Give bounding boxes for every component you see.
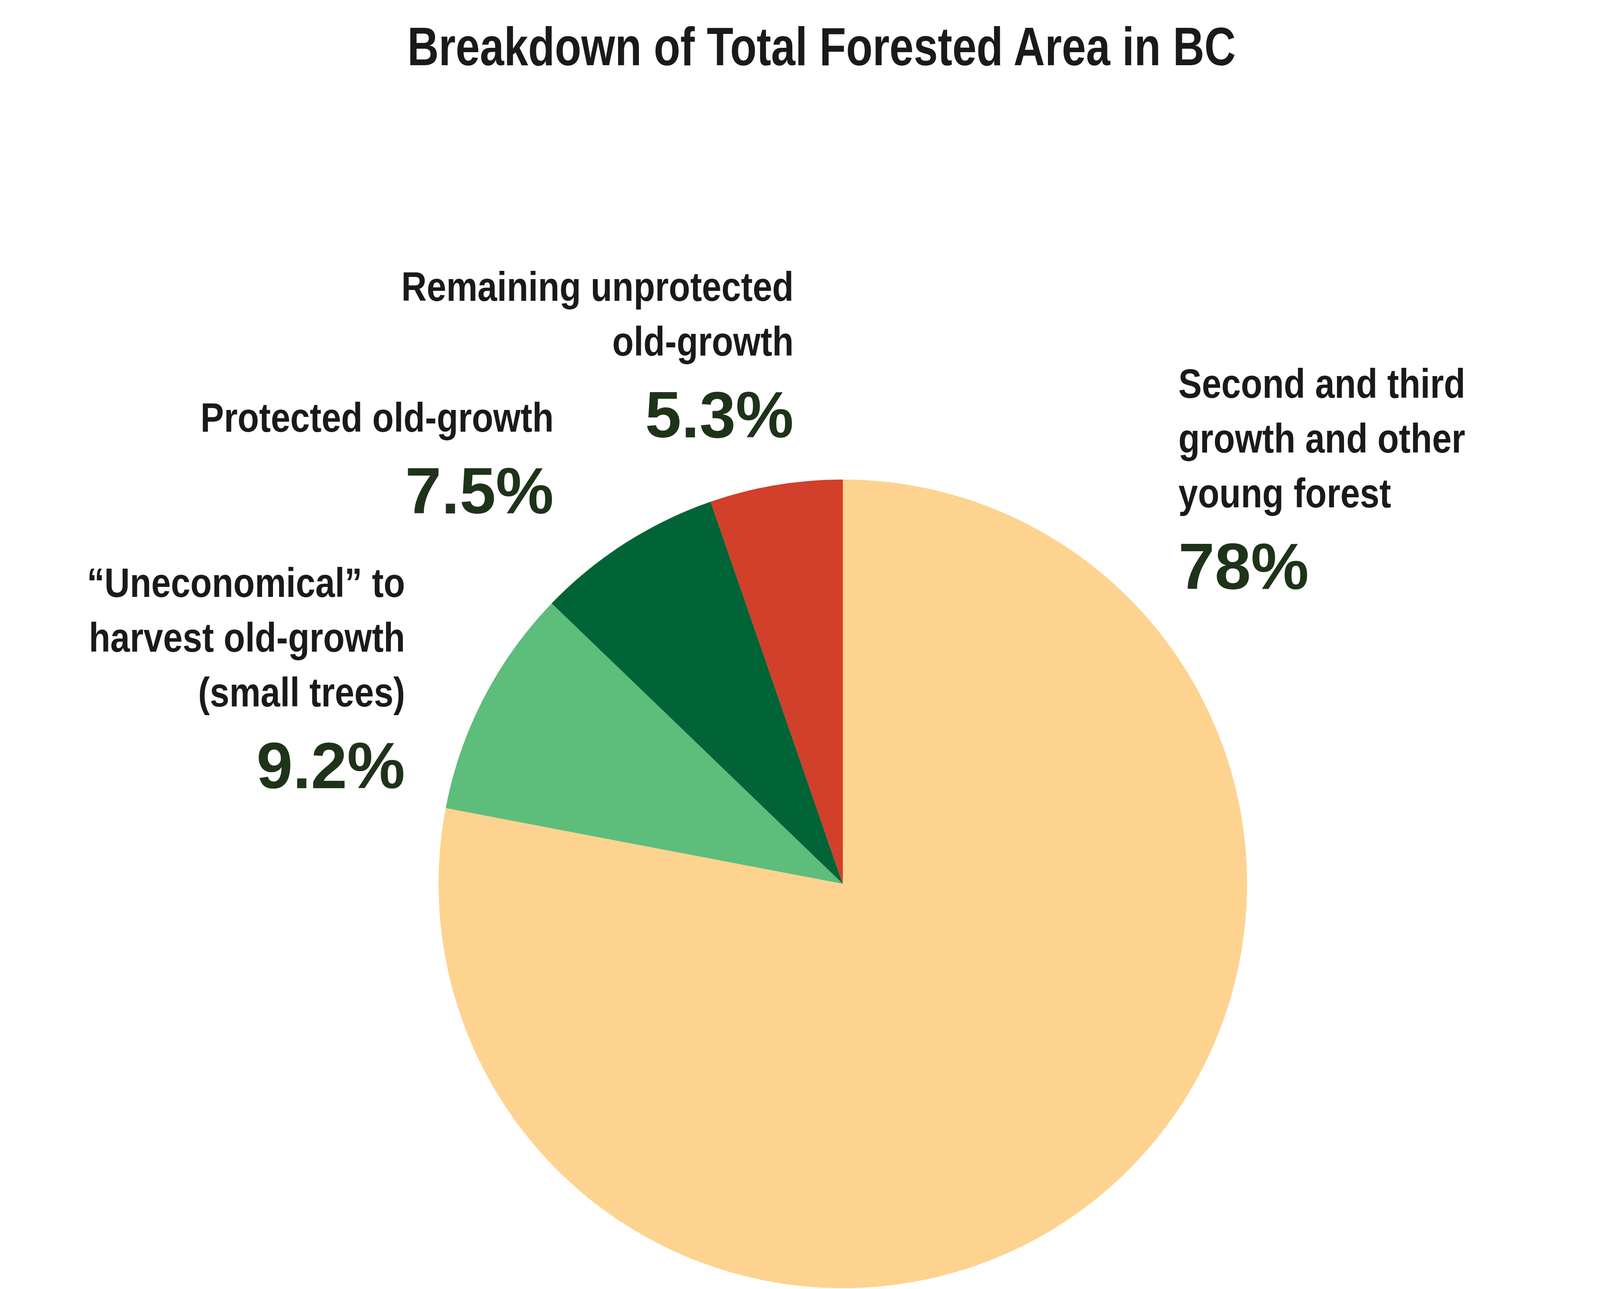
data-label: 78% [1178, 529, 1309, 603]
slice-label-line: (small trees) [198, 669, 406, 716]
slice-label-line: Second and third [1178, 360, 1466, 407]
slice-label: “Uneconomical” to harvest old-growth (smal… [86, 559, 406, 716]
data-label: 5.3% [645, 378, 794, 452]
slices [438, 479, 1248, 1288]
slice-label-line: young forest [1178, 470, 1391, 516]
title-group: Breakdown of Total Forested Area in BC [407, 16, 1236, 77]
slice-label-line: old-growth [612, 318, 794, 365]
slice-label-group: Protected old-growth [200, 394, 554, 441]
slice-label-line: Protected old-growth [200, 394, 554, 441]
title: Breakdown of Total Forested Area in BC [407, 16, 1236, 77]
slice-label-group: Remaining unprotected old-growth [401, 263, 794, 365]
chart: Breakdown of Total Forested Area in BC Se… [0, 0, 1600, 1289]
labels: Second and third growth and other young fo… [86, 263, 1466, 802]
slice-label-group: “Uneconomical” to harvest old-growth (smal… [86, 559, 406, 716]
slice-label-line: growth and other [1178, 415, 1466, 462]
slice-label-line: Remaining unprotected [401, 263, 794, 310]
data-label: 9.2% [256, 728, 406, 802]
slice-label-line: “Uneconomical” to [86, 559, 406, 606]
slice-label: Second and third growth and other young fo… [1178, 360, 1466, 516]
slice-label-line: harvest old-growth [88, 614, 406, 661]
background [0, 0, 1600, 1289]
pie-slice [438, 479, 1248, 1288]
pie-slice [710, 479, 843, 884]
slice-label: Remaining unprotected old-growth [401, 263, 794, 365]
slice-label: Protected old-growth [200, 394, 554, 441]
data-label: 7.5% [405, 454, 554, 528]
slice-label-group: Second and third growth and other young fo… [1178, 360, 1466, 516]
